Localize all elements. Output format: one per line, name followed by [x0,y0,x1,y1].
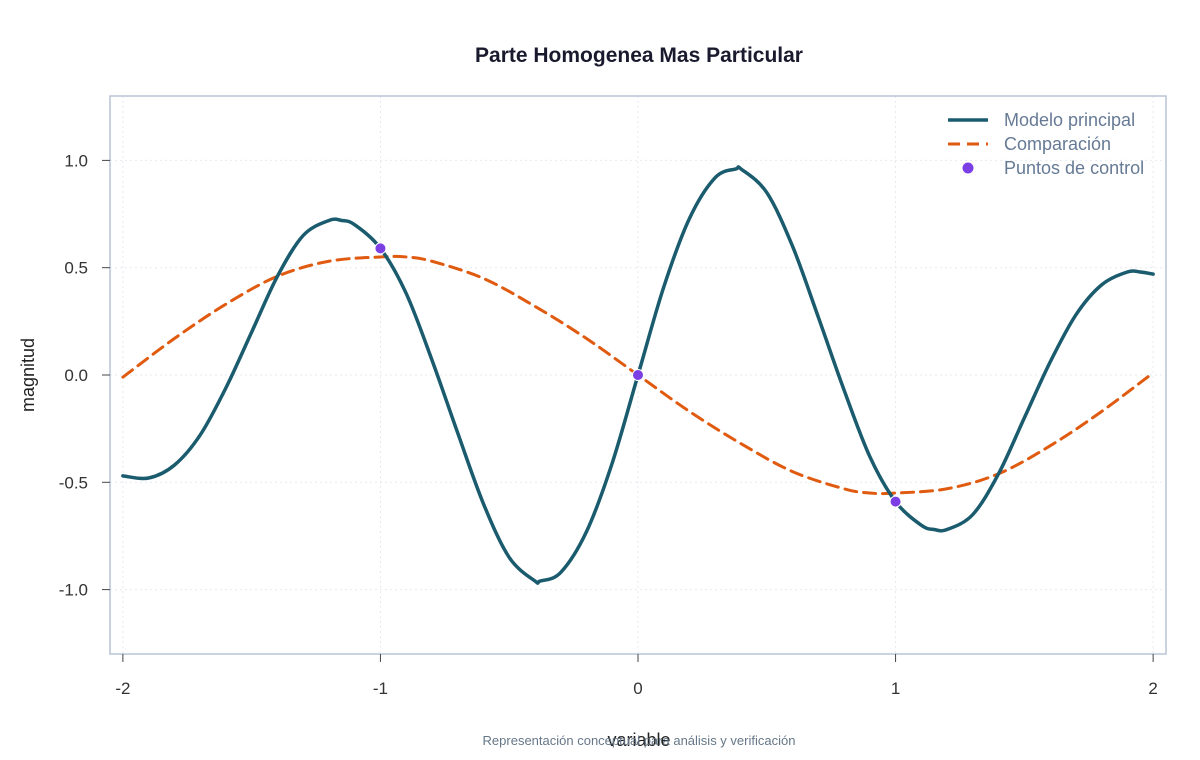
y-tick-label: 0.0 [64,366,88,385]
x-tick-label: 0 [633,679,642,698]
chart-caption: Representación conceptual para análisis … [483,733,796,748]
y-tick-label: -0.5 [59,473,88,492]
x-tick-label: -2 [115,679,130,698]
chart-title: Parte Homogenea Mas Particular [475,44,803,67]
grid-lines [110,96,1166,654]
control-point [889,495,902,508]
series-line-modelo-principal [121,165,1155,585]
control-points [374,242,902,508]
y-tick-label: -1.0 [59,581,88,600]
x-axis-ticks: -2 -1 0 1 2 [115,654,1158,698]
control-point [632,369,644,381]
x-tick-label: -1 [373,679,388,698]
legend-label: Puntos de control [1004,158,1144,178]
legend: Modelo principal Comparación Puntos de con… [948,110,1144,178]
legend-label: Comparación [1004,134,1111,154]
x-tick-label: 1 [891,679,900,698]
y-tick-label: 1.0 [64,151,88,170]
y-axis-ticks: -1.0 -0.5 0.0 0.5 1.0 [59,151,110,600]
x-axis-label: variable [607,730,670,750]
y-axis-label: magnitud [18,338,38,412]
y-tick-label: 0.5 [64,259,88,278]
legend-label: Modelo principal [1004,110,1135,130]
control-point [374,242,387,255]
x-tick-label: 2 [1148,679,1157,698]
legend-swatch-points [962,162,974,174]
